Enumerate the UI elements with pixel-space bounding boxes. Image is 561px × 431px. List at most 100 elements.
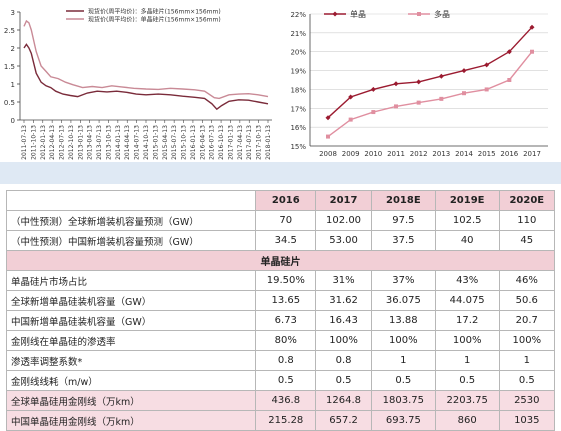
- x-tick-label: 2015-07-13: [171, 125, 178, 160]
- x-tick-label: 2012-04-13: [49, 125, 56, 160]
- table-cell: 1: [370, 350, 436, 371]
- y-tick-label: 15%: [290, 143, 306, 151]
- data-point: [530, 49, 534, 54]
- table-cell: 100%: [315, 330, 372, 351]
- y-tick-label: 20%: [290, 49, 306, 57]
- table-cell: 19.50%: [255, 270, 317, 291]
- x-tick-label: 2017-04-13: [237, 125, 244, 160]
- table-body: （中性预测）全球新增装机容量预测（GW） 70 102.00 97.5 102.5 110…: [5, 210, 556, 431]
- y-tick-label: 0.5: [4, 99, 15, 107]
- x-tick-label: 2010: [364, 150, 382, 158]
- table-cell: 215.28: [255, 410, 317, 431]
- table-cell: 34.5: [255, 230, 317, 251]
- table-cell: 43%: [434, 270, 500, 291]
- table-cell: 0.8: [255, 350, 317, 371]
- legend-label: 现货价(周平均价)：单晶硅片(156mm×156mm): [88, 16, 221, 24]
- legend-label: 现货价(周平均价)：多晶硅片(156mm×156mm): [88, 8, 221, 16]
- table-cell: 1264.8: [315, 390, 372, 411]
- x-tick-label: 2014-07-13: [134, 125, 141, 160]
- table-cell: 110: [498, 210, 556, 231]
- table-cell: 436.8: [255, 390, 317, 411]
- x-tick-label: 2012-07-13: [59, 125, 66, 160]
- x-tick-label: 2013-01-13: [77, 125, 84, 160]
- x-tick-label: 2015: [478, 150, 496, 158]
- table-cell: 2203.75: [434, 390, 500, 411]
- table-cell: 44.075: [434, 290, 500, 311]
- data-point: [370, 86, 376, 92]
- series-line-0: [327, 26, 533, 119]
- x-tick-label: 2016-10-13: [218, 125, 225, 160]
- row-label: 金刚线在单晶硅的渗透率: [5, 330, 257, 351]
- data-point: [393, 81, 399, 87]
- series-line-0: [23, 43, 269, 111]
- row-label: 全球新增单晶硅装机容量（GW）: [5, 290, 257, 311]
- data-point: [394, 104, 398, 109]
- table-cell: 0.8: [315, 350, 372, 371]
- data-point: [484, 87, 489, 92]
- table-cell: 0.5: [315, 370, 372, 391]
- table-cell: 17.2: [434, 310, 500, 331]
- data-point: [506, 49, 512, 55]
- x-tick-label: 2015-04-13: [162, 125, 169, 160]
- price-line-chart: 0 0.5 1 1.5 2 2.5 3 2011-07-13 2011-10-13 2012-01…: [4, 8, 272, 160]
- x-tick-label: 2013-07-13: [96, 125, 103, 160]
- y-tick-label: 1.5: [4, 63, 15, 71]
- data-point: [416, 100, 421, 105]
- table-cell: 53.00: [315, 230, 372, 251]
- row-label: 中国单晶硅用金刚线（万km）: [5, 410, 257, 431]
- header-2019e: 2019E: [434, 190, 500, 211]
- table-cell: 13.88: [370, 310, 436, 331]
- table-cell: 6.73: [255, 310, 317, 331]
- table-cell: 0.5: [434, 370, 500, 391]
- data-point: [326, 134, 330, 139]
- table-row: （中性预测）全球新增装机容量预测（GW） 70 102.00 97.5 102.5 110: [5, 210, 556, 231]
- x-tick-label: 2014-04-13: [124, 125, 131, 160]
- y-tick-label: 2: [11, 45, 15, 53]
- x-tick-label: 2013-10-13: [105, 125, 112, 160]
- x-tick-label: 2014-01-13: [115, 125, 122, 160]
- x-tick-label: 2013-04-13: [87, 125, 94, 160]
- legend-marker: [417, 12, 421, 16]
- data-point: [507, 78, 512, 82]
- table-cell: 0.5: [370, 370, 436, 391]
- y-tick-label: 3: [11, 9, 15, 17]
- x-tick-label: 2013: [432, 150, 450, 158]
- table-cell: 13.65: [255, 290, 317, 311]
- data-point: [462, 91, 466, 96]
- table-cell: 31.62: [315, 290, 372, 311]
- table-cell: 100%: [434, 330, 500, 351]
- header-2020e: 2020E: [498, 190, 556, 211]
- table-row: 单晶硅片市场占比 19.50% 31% 37% 43% 46%: [5, 270, 556, 291]
- table-cell: 37.5: [370, 230, 436, 251]
- table-row: 中国单晶硅用金刚线（万km） 215.28 657.2 693.75 860 1035: [5, 410, 556, 431]
- table-cell: 20.7: [498, 310, 556, 331]
- table-cell: 37%: [370, 270, 436, 291]
- data-point: [416, 79, 422, 85]
- header-2017: 2017: [315, 190, 372, 211]
- x-tick-label: 2017-07-13: [246, 125, 253, 160]
- data-point: [371, 110, 376, 115]
- table-cell: 70: [255, 210, 317, 231]
- legend-label: 多晶: [434, 9, 450, 19]
- x-tick-label: 2011-07-13: [21, 125, 28, 160]
- table-row: 全球新增单晶硅装机容量（GW） 13.65 31.62 36.075 44.075 50.…: [5, 290, 556, 311]
- table-cell: 40: [434, 230, 500, 251]
- table-cell: 46%: [498, 270, 556, 291]
- table-cell: 36.075: [370, 290, 436, 311]
- row-label: 全球单晶硅用金刚线（万km）: [5, 390, 257, 411]
- data-point: [439, 96, 444, 101]
- table-row: （中性预测）中国新增装机容量预测（GW） 34.5 53.00 37.5 40 45: [5, 230, 556, 251]
- x-tick-label: 2015-10-13: [181, 125, 188, 160]
- x-tick-label: 2012-10-13: [68, 125, 75, 160]
- chart-area: [0, 0, 561, 162]
- table-row: 中国新增单晶硅装机容量（GW） 6.73 16.43 13.88 17.2 20.7: [5, 310, 556, 331]
- table-cell: 1803.75: [370, 390, 436, 411]
- table-cell: 1035: [498, 410, 556, 431]
- efficiency-line-chart: 15% 16% 17% 18% 19% 20% 21% 22% 2008 2009 2010 2011…: [290, 9, 548, 158]
- y-tick-label: 18%: [290, 86, 306, 94]
- divider-band: [0, 162, 561, 184]
- y-tick-label: 0: [11, 117, 15, 125]
- y-tick-label: 2.5: [4, 27, 15, 35]
- table-cell: 0.5: [498, 370, 556, 391]
- row-label: （中性预测）全球新增装机容量预测（GW）: [5, 210, 257, 231]
